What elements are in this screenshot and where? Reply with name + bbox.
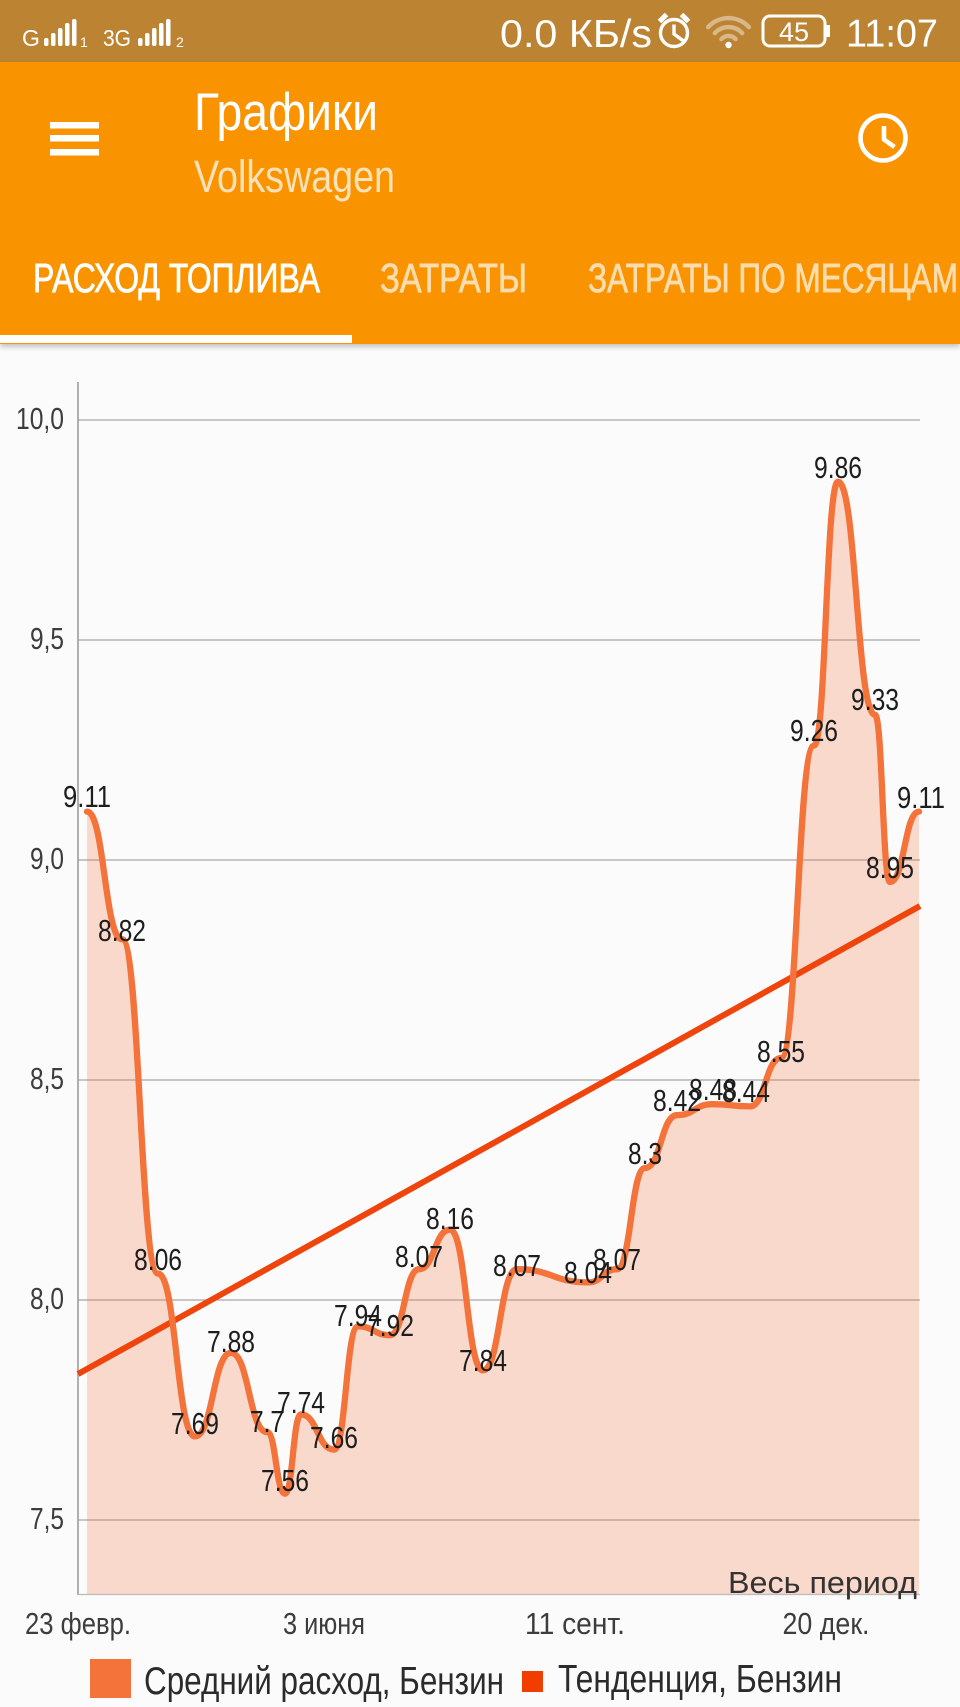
svg-text:11 сент.: 11 сент. [525,1606,625,1641]
svg-text:7.74: 7.74 [277,1385,325,1420]
svg-text:45: 45 [779,17,809,47]
svg-text:3 июня: 3 июня [283,1606,365,1641]
svg-text:1: 1 [80,34,88,50]
svg-text:11:07: 11:07 [846,13,938,56]
svg-text:Средний расход, Бензин: Средний расход, Бензин [144,1660,504,1703]
svg-text:Volkswagen: Volkswagen [194,151,395,202]
svg-text:8.06: 8.06 [134,1242,182,1277]
svg-text:8.3: 8.3 [628,1136,662,1171]
svg-text:9,0: 9,0 [30,841,64,876]
svg-text:20 дек.: 20 дек. [783,1606,870,1641]
svg-text:8.07: 8.07 [395,1239,443,1274]
svg-text:9.11: 9.11 [897,780,945,815]
svg-text:9.86: 9.86 [814,450,862,485]
svg-text:8.44: 8.44 [722,1074,770,1109]
svg-text:23 февр.: 23 февр. [25,1606,131,1641]
svg-text:Весь период: Весь период [728,1565,917,1600]
svg-text:0.0 КБ/s: 0.0 КБ/s [500,13,652,56]
svg-text:2: 2 [176,34,184,50]
svg-text:РАСХОД ТОПЛИВА: РАСХОД ТОПЛИВА [33,255,321,301]
svg-text:Тенденция, Бензин: Тенденция, Бензин [558,1658,842,1701]
svg-text:9.11: 9.11 [63,779,111,814]
svg-text:8.16: 8.16 [426,1201,474,1236]
svg-text:8.82: 8.82 [98,913,146,948]
svg-text:7.88: 7.88 [207,1324,255,1359]
svg-text:7.92: 7.92 [366,1308,414,1343]
svg-text:8.04: 8.04 [564,1255,612,1290]
svg-text:8.07: 8.07 [593,1242,641,1277]
svg-text:8.55: 8.55 [757,1034,805,1069]
svg-text:7.7: 7.7 [250,1404,284,1439]
svg-text:Графики: Графики [194,83,378,142]
svg-text:7.94: 7.94 [334,1298,382,1333]
svg-text:7.56: 7.56 [261,1463,309,1498]
svg-text:G: G [22,25,40,51]
svg-text:7.84: 7.84 [459,1343,507,1378]
svg-text:9.33: 9.33 [851,682,899,717]
svg-text:3G: 3G [103,25,131,51]
svg-text:7,5: 7,5 [30,1501,64,1536]
svg-text:9.26: 9.26 [790,713,838,748]
svg-text:8.95: 8.95 [866,850,914,885]
svg-text:ЗАТРАТЫ ПО МЕСЯЦАМ: ЗАТРАТЫ ПО МЕСЯЦАМ [588,255,958,301]
svg-text:7.66: 7.66 [310,1420,358,1455]
svg-text:8,5: 8,5 [30,1061,64,1096]
svg-text:ЗАТРАТЫ: ЗАТРАТЫ [380,255,527,301]
svg-text:9,5: 9,5 [30,621,64,656]
svg-text:10,0: 10,0 [16,401,64,436]
svg-text:8.07: 8.07 [493,1248,541,1283]
svg-text:8.48: 8.48 [689,1072,737,1107]
svg-text:7.69: 7.69 [171,1406,219,1441]
svg-text:8,0: 8,0 [30,1281,64,1316]
svg-text:8.42: 8.42 [653,1083,701,1118]
